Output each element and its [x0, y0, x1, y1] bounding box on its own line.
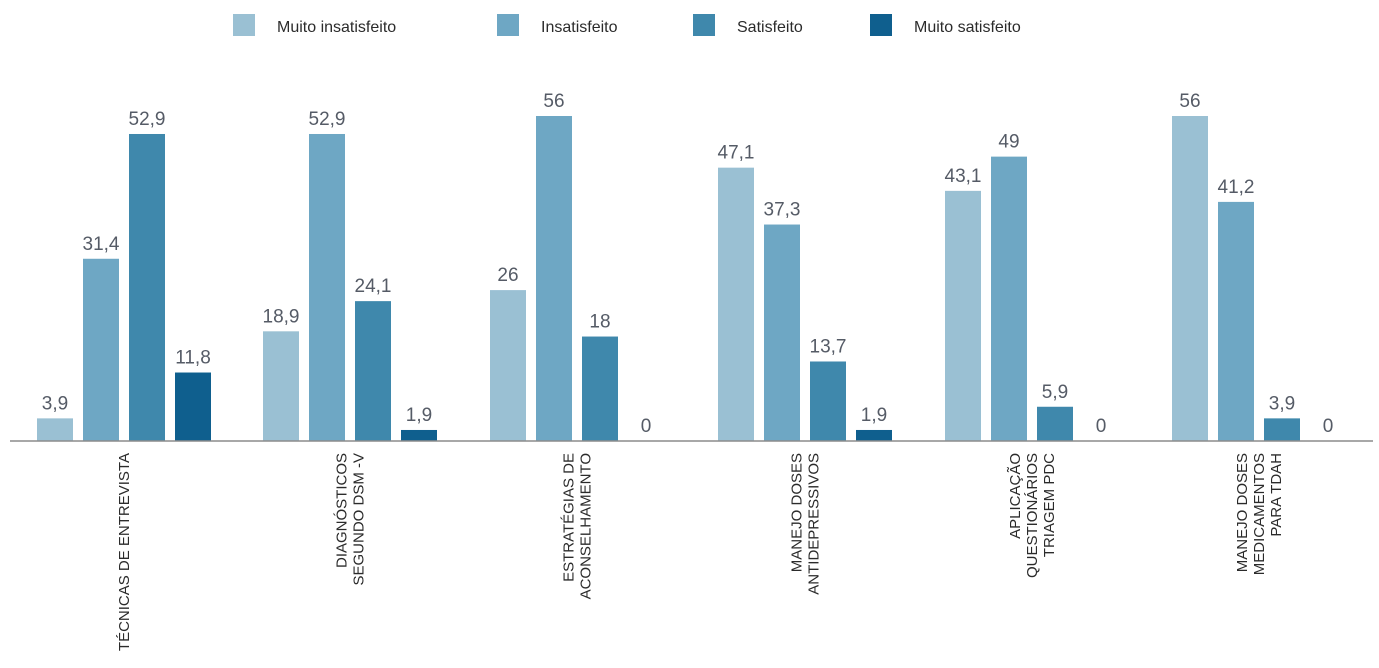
category-label-5: APLICAÇÃO QUESTIONÁRIOS TRIAGEM PDC [1007, 453, 1058, 578]
category-label-line: ESTRATÉGIAS DE [561, 453, 578, 582]
category-label-line: QUESTIONÁRIOS [1024, 453, 1041, 578]
legend-swatch-3 [693, 14, 715, 36]
value-label-4-1: 47,1 [718, 143, 755, 164]
value-label-6-1: 56 [1179, 91, 1200, 112]
value-label-4-3: 13,7 [810, 336, 847, 357]
value-label-3-3: 18 [589, 312, 610, 333]
category-label-line: PARA TDAH [1268, 453, 1285, 537]
bar-4-1 [718, 167, 754, 441]
bar-3-3 [582, 336, 618, 441]
legend-label-3: Satisfeito [737, 19, 803, 36]
value-label-3-2: 56 [543, 91, 564, 112]
value-label-1-3: 52,9 [129, 109, 166, 130]
category-label-line: APLICAÇÃO [1007, 453, 1024, 539]
bar-3-2 [536, 116, 572, 441]
bar-5-1 [945, 190, 981, 441]
chart-bars [37, 116, 1300, 441]
value-label-5-1: 43,1 [945, 166, 982, 187]
legend-label-2: Insatisfeito [541, 19, 618, 36]
bar-1-3 [129, 133, 165, 441]
value-label-1-2: 31,4 [83, 234, 120, 255]
legend-swatch-4 [870, 14, 892, 36]
category-label-line: TÉCNICAS DE ENTREVISTA [116, 453, 133, 651]
value-label-1-4: 11,8 [175, 348, 211, 369]
category-label-line: MEDICAMENTOS [1251, 453, 1268, 575]
bar-1-2 [83, 258, 119, 441]
category-label-2: DIAGNÓSTICOS SEGUNDO DSM -V [334, 453, 368, 586]
chart-legend: Muito insatisfeito Insatisfeito Satisfeito… [233, 14, 1021, 36]
value-label-4-4: 1,9 [861, 405, 887, 426]
bar-2-4 [401, 429, 437, 441]
bar-5-2 [991, 156, 1027, 441]
value-label-5-2: 49 [998, 132, 1019, 153]
bar-2-2 [309, 133, 345, 441]
legend-swatch-1 [233, 14, 255, 36]
category-labels: TÉCNICAS DE ENTREVISTA DIAGNÓSTICOS SEGUND… [116, 453, 1285, 651]
bar-2-3 [355, 301, 391, 441]
value-label-3-4: 0 [641, 416, 652, 437]
category-label-line: MANEJO DOSES [1234, 453, 1251, 572]
value-label-3-1: 26 [497, 265, 518, 286]
category-label-line: ANTIDEPRESSIVOS [806, 453, 823, 595]
bar-2-1 [263, 331, 299, 441]
category-label-line: ACONSELHAMENTO [578, 453, 595, 599]
value-label-5-3: 5,9 [1042, 382, 1068, 403]
value-label-6-3: 3,9 [1269, 393, 1295, 414]
bar-5-3 [1037, 406, 1073, 441]
bar-6-1 [1172, 116, 1208, 441]
value-label-6-2: 41,2 [1218, 177, 1255, 198]
category-label-line: SEGUNDO DSM -V [351, 453, 368, 586]
value-label-2-3: 24,1 [355, 276, 392, 297]
bar-4-4 [856, 429, 892, 441]
category-label-6: MANEJO DOSES MEDICAMENTOS PARA TDAH [1234, 453, 1285, 575]
value-label-5-4: 0 [1096, 416, 1107, 437]
bar-3-1 [490, 290, 526, 441]
bar-1-4 [175, 372, 211, 441]
value-label-2-2: 52,9 [309, 109, 346, 130]
bar-6-2 [1218, 201, 1254, 441]
category-label-line: TRIAGEM PDC [1041, 453, 1058, 557]
value-label-2-1: 18,9 [263, 306, 300, 327]
value-label-2-4: 1,9 [406, 405, 432, 426]
category-label-3: ESTRATÉGIAS DE ACONSELHAMENTO [561, 453, 595, 599]
category-label-4: MANEJO DOSES ANTIDEPRESSIVOS [789, 453, 823, 595]
value-label-4-2: 37,3 [764, 200, 801, 221]
legend-label-1: Muito insatisfeito [277, 19, 396, 36]
category-label-1: TÉCNICAS DE ENTREVISTA [116, 453, 133, 651]
legend-swatch-2 [497, 14, 519, 36]
bar-1-1 [37, 418, 73, 441]
legend-label-4: Muito satisfeito [914, 19, 1021, 36]
value-label-6-4: 0 [1323, 416, 1334, 437]
bar-4-2 [764, 224, 800, 441]
value-labels: 3,9 31,4 52,9 11,8 18,9 52,9 24,1 1,9 26 56 18 0 47,… [42, 91, 1334, 437]
value-label-1-1: 3,9 [42, 393, 68, 414]
bar-4-3 [810, 361, 846, 441]
category-label-line: MANEJO DOSES [789, 453, 806, 572]
bar-6-3 [1264, 418, 1300, 441]
category-label-line: DIAGNÓSTICOS [334, 453, 351, 568]
